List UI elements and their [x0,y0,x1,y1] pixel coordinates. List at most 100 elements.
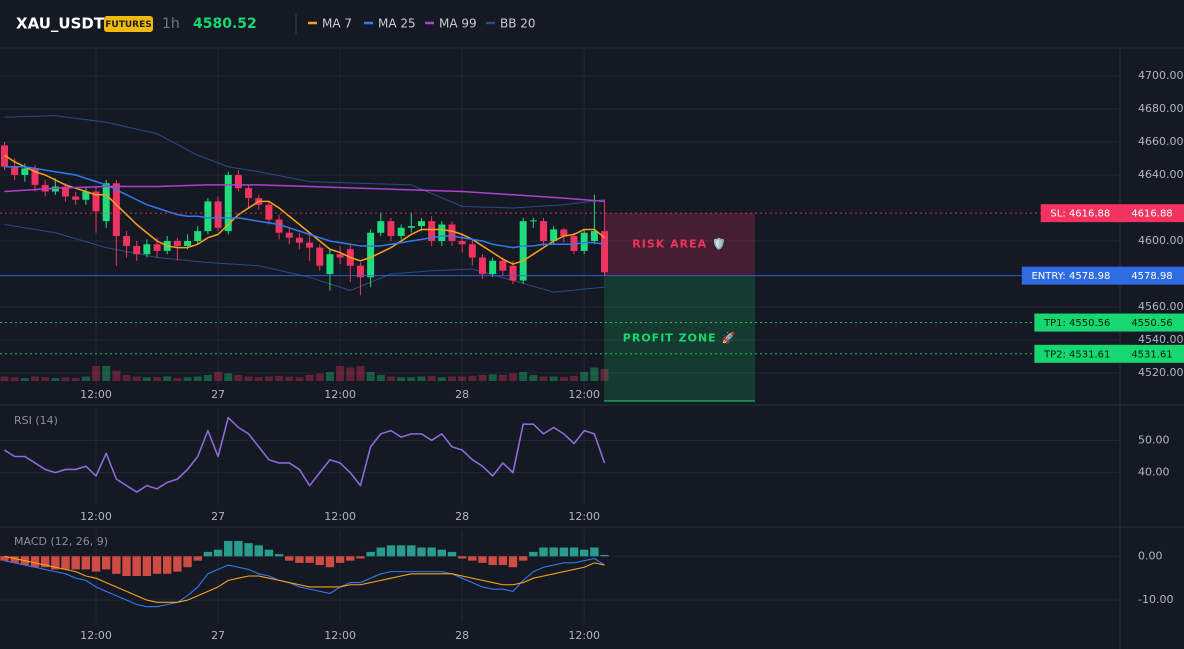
histogram-bar [203,551,213,557]
histogram-bar [132,556,141,576]
candle-body [478,257,486,274]
level-tag: TP2: 4531.61 [1043,349,1110,360]
candle-body [326,254,334,274]
candle-body [224,175,232,232]
level-price: 4531.61 [1131,349,1172,360]
volume-bar [488,374,497,381]
histogram-bar [396,545,406,557]
bollinger-band [4,115,605,209]
level-price-bg [1120,266,1184,285]
candle-body [102,183,110,222]
volume-bar [61,377,70,381]
histogram-bar [10,556,19,563]
candle-body [62,186,70,197]
badge: FUTURES [105,20,151,30]
legend-label: BB 20 [500,17,536,31]
volume-bar [315,373,324,381]
candle-body [458,240,466,245]
y-tick-label: 40.00 [1138,466,1170,479]
volume-bar [51,378,60,381]
candle-body [316,247,324,266]
histogram-bar [244,543,253,557]
last-price: 4580.52 [193,16,257,32]
candle-body [377,221,385,233]
y-tick-label: 4540.00 [1138,333,1184,346]
volume-bar [122,375,131,381]
candle-body [153,244,161,251]
histogram-bar [427,547,436,557]
candle-body [214,201,222,228]
y-tick-label: 4660.00 [1138,135,1184,148]
volume-bar [519,372,528,381]
symbol: XAU_USDT [16,15,105,33]
level-price: 4616.88 [1131,209,1172,220]
histogram-bar [508,556,518,568]
volume-bar [71,378,80,381]
histogram-bar [539,547,548,557]
candle-body [123,236,131,246]
histogram-bar [407,545,416,557]
y-tick-label: 50.00 [1138,433,1170,446]
histogram-bar [0,556,9,561]
volume-bar [356,366,365,381]
profit-zone [604,275,755,401]
volume-bar [234,375,243,381]
candle-body [529,220,537,222]
volume-bar [559,377,568,381]
histogram-bar [335,556,345,563]
histogram-bar [356,556,365,559]
candle-body [509,265,517,281]
histogram-bar [295,556,304,563]
zone-label: RISK AREA 🛡️ [632,237,726,250]
candle-body [519,221,527,281]
panel-title: RSI (14) [14,414,58,427]
histogram-bar [447,551,457,557]
histogram-bar [315,556,324,566]
y-tick-label: 4520.00 [1138,366,1184,379]
histogram-bar [112,556,121,574]
level-tag-bg [1040,204,1120,223]
volume-bar [580,372,589,381]
candle-body [601,231,609,273]
candle-body [51,186,59,192]
candle-body [417,221,425,227]
candle-body [499,260,507,271]
histogram-bar [457,556,467,559]
x-tick-label: 12:00 [568,510,600,523]
candle-body [336,254,344,258]
volume-bar [132,376,141,381]
y-tick-label: -10.00 [1138,593,1173,606]
x-tick-label: 12:00 [80,629,112,642]
candle-body [285,232,293,238]
volume-bar [295,377,304,381]
volume-bar [427,375,436,381]
candle-body [438,224,446,241]
risk-zone [604,213,755,276]
histogram-bar [417,547,426,557]
histogram-bar [366,551,375,557]
histogram-bar [173,556,182,572]
volume-bar [214,372,223,381]
histogram-bar [102,556,111,570]
histogram-bar [152,556,162,574]
candle-body [234,175,242,189]
histogram-bar [274,554,284,557]
candle-body [204,201,212,232]
x-tick-label: 12:00 [568,388,600,401]
moving-average [4,184,605,203]
histogram-bar [579,549,589,557]
candle-body [407,226,415,228]
y-tick-label: 4560.00 [1138,300,1184,313]
macd-line [4,557,605,608]
candle-body [265,204,273,220]
y-tick-label: 4640.00 [1138,168,1184,181]
histogram-bar [51,556,60,570]
volume-bar [590,367,599,381]
candle-body [489,260,497,274]
histogram-bar [193,556,202,561]
histogram-bar [376,547,385,557]
y-tick-label: 0.00 [1138,549,1163,562]
level-tag-bg [1034,313,1120,332]
volume-bar [417,376,426,381]
candle-body [194,231,202,241]
